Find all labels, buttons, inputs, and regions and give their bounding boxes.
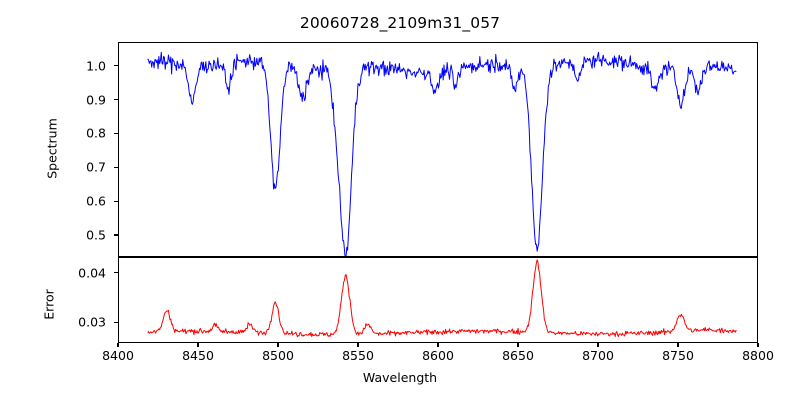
error-trace — [147, 259, 737, 338]
x-tick-label: 8750 — [662, 348, 694, 363]
x-tick-mark — [677, 343, 679, 347]
error-line-series — [147, 259, 737, 338]
y-tick-label-spectrum: 0.8 — [86, 125, 106, 141]
y-tick-mark-spectrum — [114, 99, 118, 101]
spectrum-line-series — [147, 51, 737, 256]
x-tick-label: 8450 — [182, 348, 214, 363]
error-plot-area — [118, 257, 758, 343]
y-tick-mark-spectrum — [114, 132, 118, 134]
figure-title: 20060728_2109m31_057 — [299, 14, 501, 32]
y-tick-label-spectrum: 0.5 — [86, 227, 106, 243]
spectrum-plot-area — [118, 42, 758, 257]
y-tick-mark-spectrum — [114, 200, 118, 202]
y-tick-mark-spectrum — [114, 166, 118, 168]
x-tick-label: 8500 — [262, 348, 294, 363]
y-tick-mark-spectrum — [114, 234, 118, 236]
y-tick-mark-error — [114, 272, 118, 274]
x-tick-mark — [437, 343, 439, 347]
wavelength-axis-title: Wavelength — [362, 370, 438, 385]
y-tick-label-spectrum: 0.9 — [86, 92, 106, 108]
x-tick-label: 8700 — [582, 348, 614, 363]
x-tick-label: 8650 — [502, 348, 534, 363]
y-tick-label-error: 0.04 — [78, 265, 106, 281]
x-tick-mark — [117, 343, 119, 347]
x-tick-mark — [757, 343, 759, 347]
x-tick-mark — [597, 343, 599, 347]
x-tick-mark — [357, 343, 359, 347]
x-tick-label: 8800 — [742, 348, 774, 363]
x-tick-label: 8600 — [422, 348, 454, 363]
y-tick-label-spectrum: 1.0 — [86, 58, 106, 74]
y-tick-label-error: 0.03 — [78, 314, 106, 330]
y-tick-label-spectrum: 0.6 — [86, 193, 106, 209]
x-tick-mark — [517, 343, 519, 347]
x-tick-label: 8400 — [102, 348, 134, 363]
spectrum-trace — [147, 51, 737, 256]
x-tick-label: 8550 — [342, 348, 374, 363]
y-tick-mark-spectrum — [114, 65, 118, 67]
y-tick-label-spectrum: 0.7 — [86, 159, 106, 175]
x-tick-mark — [197, 343, 199, 347]
y-tick-mark-error — [114, 321, 118, 323]
x-tick-mark — [277, 343, 279, 347]
